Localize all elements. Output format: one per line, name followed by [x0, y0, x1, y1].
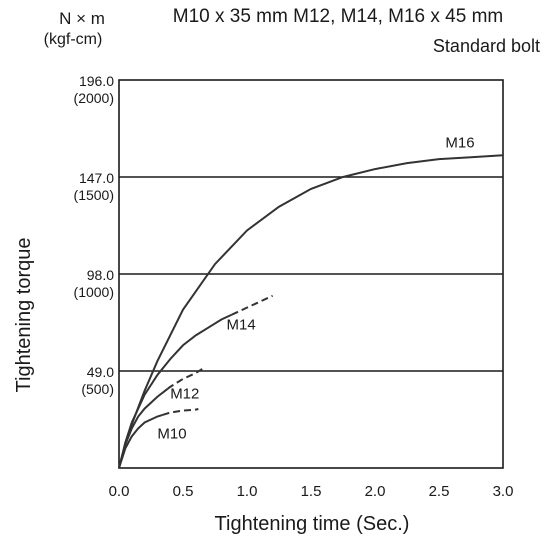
x-tick-label-5: 2.5: [429, 483, 450, 500]
series-line-m10-dashed: [162, 408, 199, 416]
series-label-m14: M14: [227, 316, 256, 333]
series-line-m12-dashed: [167, 368, 203, 390]
y-tick-sublabel-3: (500): [81, 381, 114, 397]
y-tick-sublabel-2: (1000): [74, 284, 114, 300]
x-tick-label-2: 1.0: [237, 483, 258, 500]
x-tick-label-6: 3.0: [493, 483, 514, 500]
y-tick-sublabel-1: (1500): [74, 187, 114, 203]
series-labels: M16 M14 M12 M10: [157, 134, 474, 442]
y-tick-label-1: 147.0: [79, 170, 114, 186]
y-unit-label: N × m: [59, 9, 105, 28]
series-label-m16: M16: [445, 134, 474, 151]
x-tick-label-3: 1.5: [301, 483, 322, 500]
series-line-m14: [118, 313, 233, 469]
series-label-m12: M12: [170, 386, 199, 403]
y-axis-title: Tightening torque: [13, 238, 35, 393]
y-tick-label-2: 98.0: [87, 267, 114, 283]
series-label-m10: M10: [157, 425, 186, 442]
y-tick-sublabel-0: (2000): [74, 90, 114, 106]
series-lines: [118, 154, 504, 469]
series-line-m16: [118, 154, 504, 469]
chart-subtitle: Standard bolt: [433, 36, 540, 56]
series-line-m10: [118, 413, 163, 469]
x-axis-ticks: 0.0 0.5 1.0 1.5 2.0 2.5 3.0: [109, 483, 514, 500]
chart-title: M10 x 35 mm M12, M14, M16 x 45 mm: [173, 6, 504, 27]
x-tick-label-1: 0.5: [173, 483, 194, 500]
y-tick-label-3: 49.0: [87, 364, 114, 380]
y-unit-sub-label: (kgf-cm): [44, 31, 103, 48]
x-axis-title: Tightening time (Sec.): [215, 513, 410, 535]
y-tick-label-0: 196.0: [79, 73, 114, 89]
y-axis-ticks: 196.0(2000) 147.0(1500) 98.0(1000) 49.0(500…: [74, 73, 115, 397]
x-tick-label-0: 0.0: [109, 483, 130, 500]
series-line-m14-dashed: [231, 294, 274, 316]
x-tick-label-4: 2.0: [365, 483, 386, 500]
series-line-m12: [118, 388, 169, 469]
gridlines: [119, 176, 503, 372]
